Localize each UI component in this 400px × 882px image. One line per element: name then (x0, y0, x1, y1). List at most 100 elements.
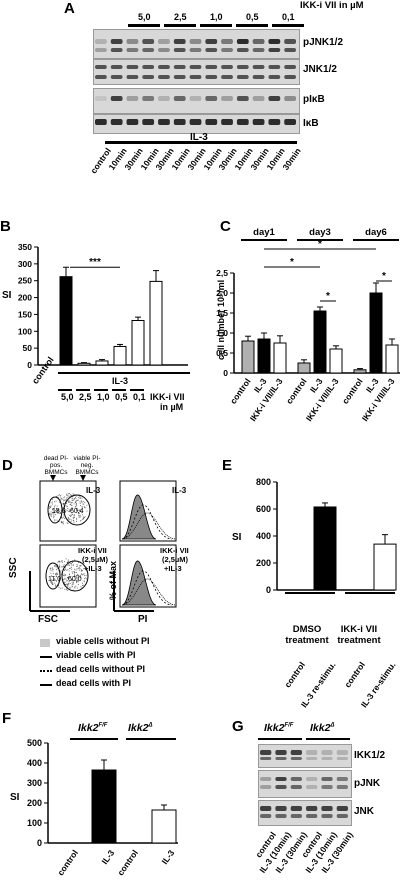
dot (72, 493, 73, 494)
blot-band (291, 750, 302, 755)
blot-band (291, 757, 302, 760)
y-tick-label: 300 (27, 778, 42, 788)
blot-band (127, 48, 139, 52)
blot-band (275, 814, 286, 818)
dot (62, 522, 63, 523)
panelG-label-pjnk: pJNK (354, 778, 380, 789)
dot (81, 565, 82, 566)
blot-band (174, 39, 186, 44)
blot-band (275, 750, 286, 755)
panelD-plot2-label-2: (2,5µM) (82, 555, 108, 564)
bar (242, 341, 254, 373)
blot-band (174, 75, 186, 79)
blot-band (237, 75, 249, 79)
dot (68, 585, 69, 586)
dot (69, 519, 70, 520)
dot (76, 572, 77, 573)
dot (63, 500, 64, 501)
panelD-gate-viable: viable PI-neg. BMMCs (72, 455, 102, 476)
blot-band (291, 777, 302, 781)
blot-band (275, 785, 286, 789)
x-tick-label: control (340, 376, 365, 405)
y-tick-label: 600 (256, 504, 271, 514)
panelD-hist2-label-1: IKK-i VII (160, 546, 189, 555)
dot (62, 518, 63, 519)
bar (354, 370, 366, 373)
bar (274, 343, 286, 373)
bar (374, 544, 396, 590)
y-tick-label: 100 (27, 818, 42, 828)
dot (73, 584, 74, 585)
dot (77, 500, 78, 501)
dot (69, 570, 70, 571)
dot (81, 586, 82, 587)
panelA-label-pikb: pIκB (303, 94, 325, 105)
blot-band (253, 48, 265, 52)
dot (62, 499, 63, 500)
blot-band (174, 65, 186, 69)
dot (76, 505, 77, 506)
dot (79, 515, 80, 516)
blot-band (221, 48, 233, 52)
dot (65, 567, 66, 568)
conc-bar (58, 389, 72, 391)
dot (55, 573, 56, 574)
legend-item-4: dead cells with PI (56, 678, 131, 688)
dot (80, 520, 81, 521)
dot (63, 497, 64, 498)
dot (54, 520, 55, 521)
dot (81, 573, 82, 574)
dot (49, 506, 50, 507)
dot (72, 498, 73, 499)
dot (85, 577, 86, 578)
dot (56, 573, 57, 574)
dot (83, 518, 84, 519)
dot (55, 586, 56, 587)
dot (79, 570, 80, 571)
blot-band (95, 119, 107, 125)
sig-marker: * (318, 239, 322, 250)
panelB-ikk-unit: in µM (160, 402, 183, 412)
panelD-hist1-label: IL-3 (172, 486, 186, 495)
panelA-conc-0-5: 0,5 (246, 12, 259, 22)
dot (73, 503, 74, 504)
blot-band (337, 777, 348, 781)
dot (74, 517, 75, 518)
dot (64, 589, 65, 590)
blot-band (284, 75, 296, 79)
dot (74, 559, 75, 560)
panelA-conc-1: 1,0 (210, 12, 223, 22)
bar (60, 277, 72, 365)
dot (83, 585, 84, 586)
dot (64, 574, 65, 575)
blot-band (321, 777, 332, 781)
dot (67, 585, 68, 586)
dot (73, 517, 74, 518)
conc-bar (130, 389, 144, 391)
sig-marker: * (382, 271, 386, 282)
dot (62, 562, 63, 563)
dot (64, 569, 65, 570)
dot (73, 520, 74, 521)
blot-band (337, 785, 348, 789)
blot-band (111, 75, 123, 79)
blot-band (205, 96, 217, 101)
x-tick-label: control (284, 376, 309, 405)
dot (74, 587, 75, 588)
panelB-conc-1: 2,5 (79, 392, 92, 402)
dot (53, 569, 54, 570)
panelA-conc-2-5: 2,5 (174, 12, 187, 22)
dot (84, 575, 85, 576)
dot (73, 518, 74, 519)
panel-label-g: G (232, 718, 244, 735)
dot (55, 585, 56, 586)
legend-item-1: viable cells without PI (56, 636, 150, 646)
dot (67, 590, 68, 591)
dot (63, 517, 64, 518)
panelF-genotype-ff: Ikk2F/F (78, 722, 107, 734)
sig-marker: * (290, 257, 294, 268)
dot (76, 518, 77, 519)
day-bar (353, 239, 399, 241)
panelA-label-jnk: JNK1/2 (303, 64, 337, 75)
y-tick-label: 200 (256, 558, 271, 568)
